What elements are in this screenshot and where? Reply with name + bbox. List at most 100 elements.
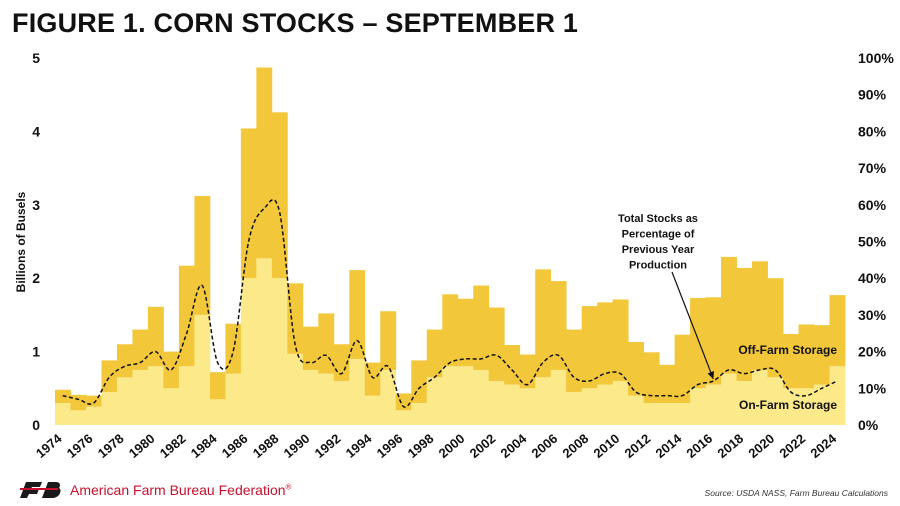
off-farm-bar: [829, 295, 846, 367]
on-farm-bar: [302, 369, 319, 425]
y2-tick-label: 30%: [858, 307, 887, 323]
x-tick-label: 1982: [157, 431, 189, 461]
x-tick-label: 2006: [529, 431, 561, 461]
off-farm-bar: [194, 195, 211, 315]
off-farm-bar: [380, 311, 397, 370]
on-farm-bar: [395, 410, 412, 425]
x-tick-label: 1990: [281, 431, 313, 461]
off-farm-bar: [612, 299, 629, 381]
off-farm-bar: [302, 326, 319, 370]
on-farm-bar: [333, 380, 350, 425]
y-tick-label: 3: [32, 197, 40, 213]
on-farm-bar: [163, 388, 180, 425]
y-tick-label: 0: [32, 417, 40, 433]
y2-tick-label: 70%: [858, 160, 887, 176]
on-farm-bar: [752, 369, 768, 425]
on-farm-bar: [721, 373, 737, 425]
off-farm-bar: [597, 302, 614, 385]
on-farm-bar: [116, 377, 133, 425]
on-farm-bar: [55, 402, 71, 425]
on-farm-bar: [597, 384, 614, 425]
y2-tick-label: 40%: [858, 270, 887, 286]
x-tick-label: 1988: [250, 431, 282, 461]
x-tick-label: 1994: [343, 430, 375, 461]
on-farm-bar: [147, 366, 164, 425]
on-farm-bar: [256, 258, 273, 425]
off-farm-bar: [178, 265, 195, 367]
off-farm-bar: [767, 278, 784, 378]
x-tick-label: 2004: [498, 430, 530, 461]
off-farm-bar: [814, 325, 830, 385]
x-axis-ticks: 1974 1976 1978 1980 1982 1984 1986 1988 1990 1992…: [33, 430, 840, 461]
percentage-line: [62, 198, 838, 408]
off-farm-bar: [705, 297, 722, 385]
off-farm-bar: [798, 324, 815, 389]
y-tick-label: 5: [32, 50, 40, 66]
off-farm-bar: [674, 334, 691, 403]
off-farm-bar: [85, 395, 102, 407]
x-tick-label: 2002: [467, 431, 499, 461]
x-tick-label: 1976: [64, 431, 96, 461]
x-tick-label: 2012: [622, 431, 654, 461]
off-farm-bar: [101, 360, 118, 392]
on-farm-bar: [488, 380, 505, 425]
on-farm-bar: [70, 410, 87, 425]
x-tick-label: 1998: [405, 431, 437, 461]
on-farm-bar: [318, 373, 335, 425]
off-farm-bar: [426, 329, 443, 378]
on-farm-bar: [690, 388, 706, 425]
off-farm-bar: [721, 256, 737, 374]
x-tick-label: 1980: [126, 431, 158, 461]
percentage-line-layer: [62, 198, 838, 408]
source-note: Source: USDA NASS, Farm Bureau Calculati…: [704, 488, 888, 498]
on-farm-bar: [287, 353, 304, 425]
afbf-logo-icon: [20, 482, 61, 498]
x-tick-label: 1974: [33, 430, 65, 461]
off-farm-bar: [209, 372, 226, 400]
on-farm-series-label: On-Farm Storage: [739, 398, 837, 412]
off-farm-bar: [752, 261, 768, 370]
on-farm-bar: [178, 366, 195, 425]
x-tick-label: 2014: [652, 430, 684, 461]
on-farm-bar: [736, 380, 753, 425]
on-farm-bar: [566, 391, 583, 425]
off-farm-bar: [442, 294, 459, 367]
off-farm-bar: [690, 298, 706, 389]
on-farm-bar: [225, 373, 242, 425]
y2-tick-label: 60%: [858, 197, 887, 213]
on-farm-bar: [240, 278, 257, 425]
on-farm-bar: [504, 384, 521, 425]
y-tick-label: 1: [32, 344, 40, 360]
off-farm-bar: [240, 128, 257, 279]
annotation-text: Percentage of: [622, 229, 695, 241]
off-farm-bar: [488, 307, 505, 381]
off-farm-bar: [566, 329, 583, 392]
x-tick-label: 2024: [807, 430, 839, 461]
x-tick-label: 1996: [374, 431, 406, 461]
x-tick-label: 2000: [436, 431, 468, 461]
on-farm-bar: [550, 369, 567, 425]
off-farm-bar: [70, 394, 87, 411]
on-farm-bar: [101, 391, 118, 425]
off-farm-bar: [473, 285, 490, 370]
on-farm-bar: [442, 366, 459, 425]
on-farm-bar: [628, 395, 645, 425]
x-tick-label: 2018: [714, 431, 746, 461]
off-farm-bar: [395, 393, 412, 411]
on-farm-bar: [659, 402, 676, 425]
on-farm-bar: [798, 388, 815, 425]
off-farm-bar: [659, 364, 676, 403]
off-farm-bar: [256, 67, 273, 259]
on-farm-bar: [209, 399, 226, 425]
y2-tick-label: 90%: [858, 87, 887, 103]
y2-tick-label: 80%: [858, 123, 887, 139]
x-tick-label: 1986: [219, 431, 251, 461]
x-tick-label: 1992: [312, 431, 344, 461]
on-farm-bar: [783, 388, 799, 425]
y2-tick-label: 20%: [858, 344, 887, 360]
bars: [55, 67, 846, 425]
off-farm-bar: [628, 342, 645, 396]
off-farm-bar: [581, 306, 598, 389]
on-farm-bar: [411, 402, 428, 425]
